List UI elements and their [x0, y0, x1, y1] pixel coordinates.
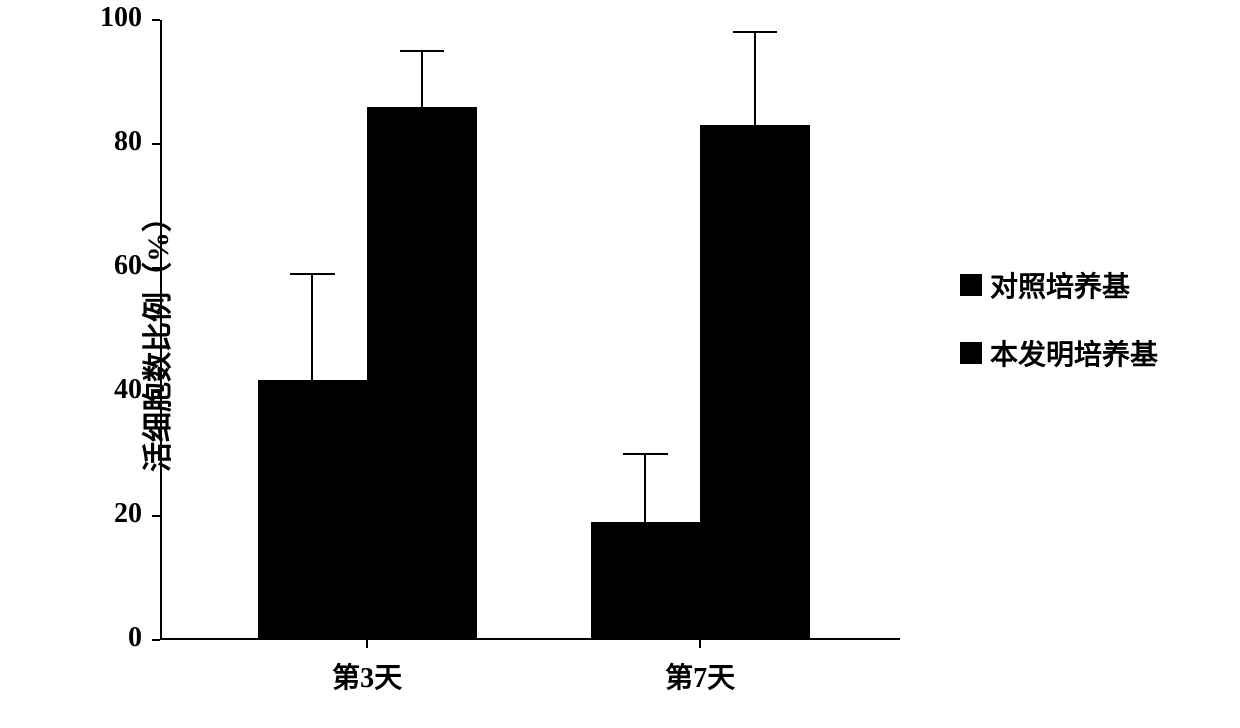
y-tick	[152, 143, 160, 145]
legend-swatch	[960, 274, 982, 296]
error-bar-cap	[623, 453, 667, 455]
y-tick	[152, 19, 160, 21]
x-category-label: 第7天	[630, 656, 770, 696]
y-tick	[152, 639, 160, 641]
bar	[700, 125, 810, 640]
y-tick-label: 40	[80, 374, 142, 406]
y-tick	[152, 267, 160, 269]
x-tick	[699, 640, 701, 648]
chart-container: 活细胞数比例（%） 对照培养基本发明培养基 0 20 40 60 80 100 第3天 第7天	[0, 0, 1240, 728]
error-bar	[311, 274, 313, 379]
legend-swatch	[960, 342, 982, 364]
y-tick-label: 80	[80, 126, 142, 158]
x-category-label: 第3天	[297, 656, 437, 696]
error-bar-cap	[290, 273, 334, 275]
bar	[591, 522, 701, 640]
legend-label: 对照培养基	[990, 265, 1130, 305]
y-tick-label: 0	[80, 622, 142, 654]
y-tick-label: 100	[80, 2, 142, 34]
error-bar-cap	[733, 31, 777, 33]
y-tick-label: 60	[80, 250, 142, 282]
error-bar	[644, 454, 646, 522]
legend-item: 本发明培养基	[960, 333, 1158, 373]
y-tick	[152, 515, 160, 517]
y-tick-label: 20	[80, 498, 142, 530]
legend-item: 对照培养基	[960, 265, 1158, 305]
legend: 对照培养基本发明培养基	[960, 265, 1158, 401]
y-axis-title: 活细胞数比例（%）	[133, 202, 177, 472]
y-tick	[152, 391, 160, 393]
error-bar-cap	[400, 50, 444, 52]
error-bar	[754, 32, 756, 125]
error-bar	[421, 51, 423, 107]
bar	[258, 380, 368, 640]
bar	[367, 107, 477, 640]
legend-label: 本发明培养基	[990, 333, 1158, 373]
x-tick	[366, 640, 368, 648]
